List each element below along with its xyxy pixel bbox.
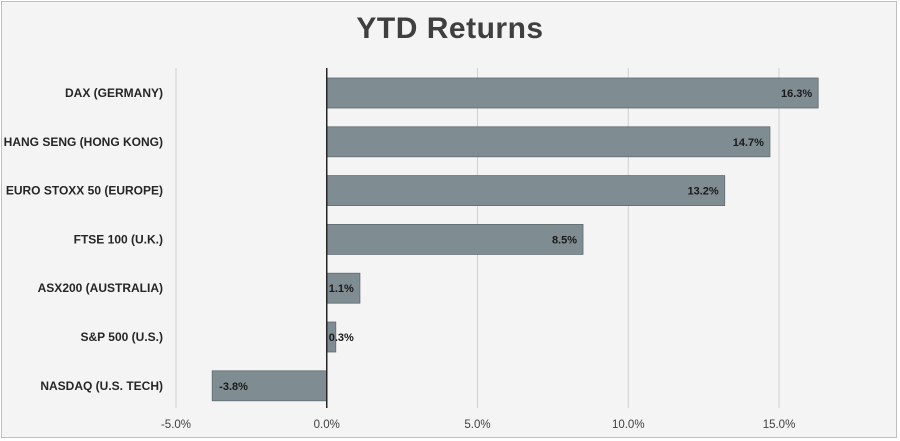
bar — [326, 272, 361, 304]
bar — [326, 126, 771, 158]
category-label: DAX (GERMANY) — [65, 86, 163, 100]
data-label: 16.3% — [781, 88, 812, 100]
data-label: 8.5% — [552, 234, 577, 246]
category-label: NASDAQ (U.S. TECH) — [40, 379, 163, 393]
x-tick-label: 10.0% — [612, 419, 645, 431]
data-label: 13.2% — [688, 186, 719, 198]
x-tick-label: 5.0% — [464, 419, 490, 431]
category-label: FTSE 100 (U.K.) — [74, 232, 163, 246]
bars — [211, 77, 819, 402]
x-tick-label: -5.0% — [161, 419, 191, 431]
data-label: 1.1% — [329, 283, 354, 295]
data-label: 14.7% — [733, 137, 764, 149]
category-label: ASX200 (AUSTRALIA) — [38, 281, 163, 295]
category-labels: DAX (GERMANY) HANG SENG (HONG KONG) EURO S… — [4, 86, 163, 393]
data-label: -3.8% — [219, 381, 248, 393]
bar — [326, 175, 726, 207]
category-label: HANG SENG (HONG KONG) — [4, 135, 163, 149]
category-label: S&P 500 (U.S.) — [81, 330, 163, 344]
x-tick-labels: -5.0% 0.0% 5.0% 10.0% 15.0% — [161, 419, 795, 431]
x-tick-label: 0.0% — [314, 419, 340, 431]
x-tick-label: 15.0% — [763, 419, 796, 431]
bar — [326, 223, 584, 255]
data-label: 0.3% — [329, 332, 354, 344]
category-label: EURO STOXX 50 (EUROPE) — [6, 184, 163, 198]
data-labels: 16.3% 14.7% 13.2% 8.5% 1.1% 0.3% -3.8% — [219, 88, 812, 393]
chart-title: YTD Returns — [356, 12, 544, 45]
bar — [326, 77, 819, 109]
